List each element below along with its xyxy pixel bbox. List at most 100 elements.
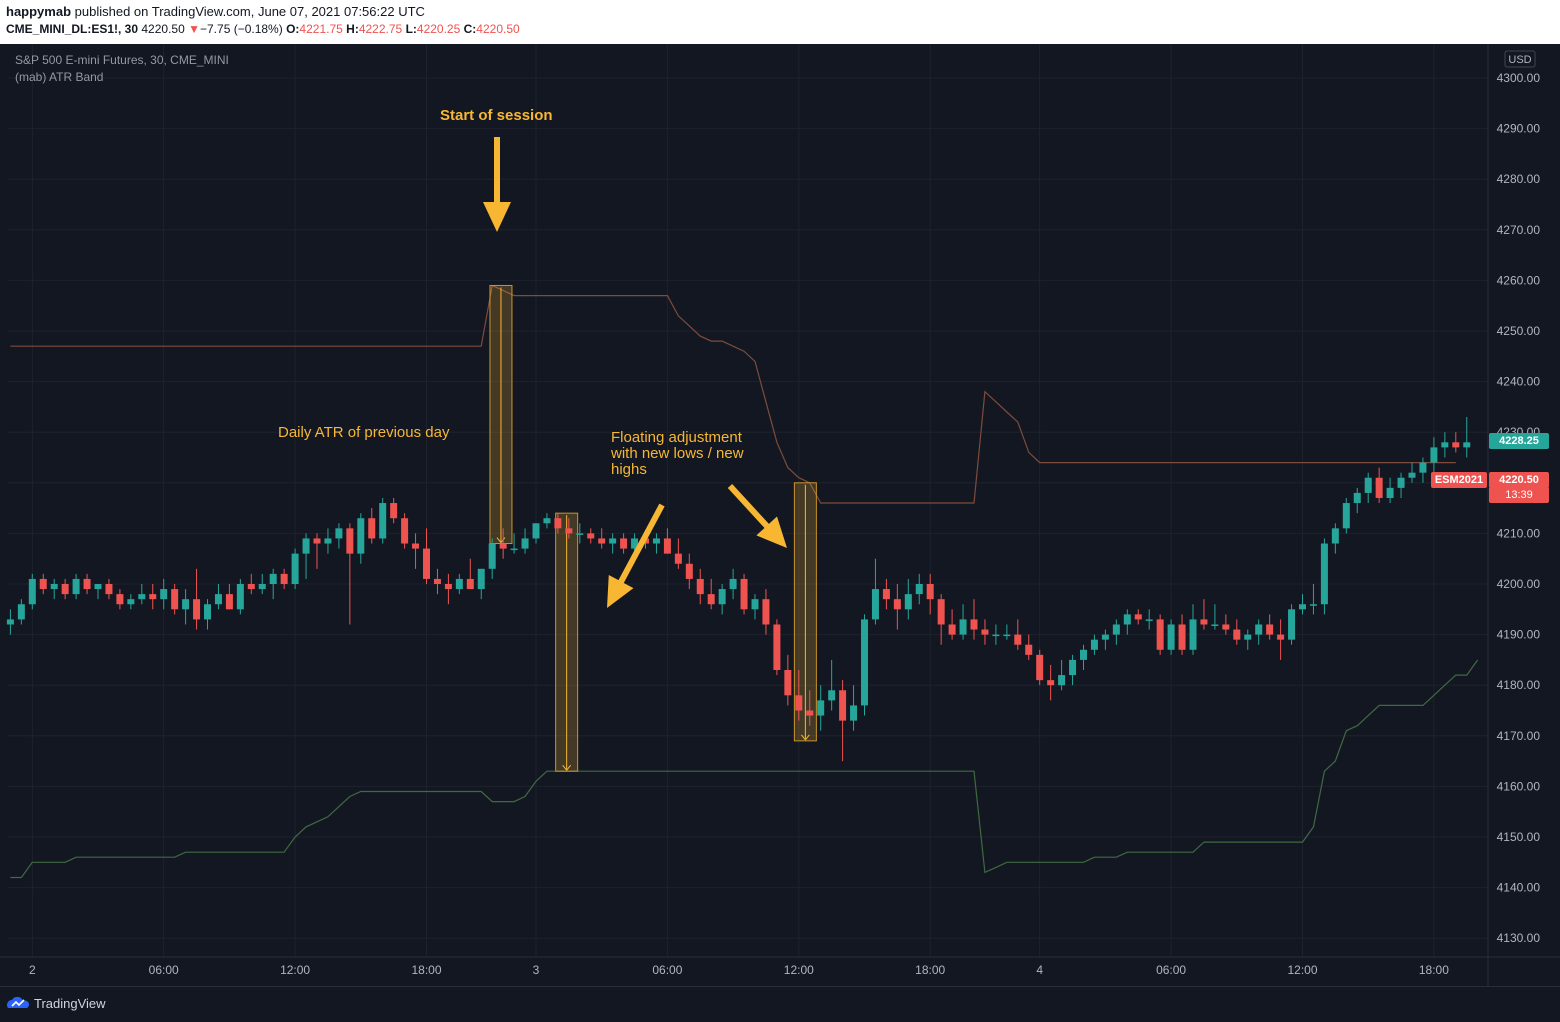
publish-header: happymab published on TradingView.com, J… [0, 0, 1560, 44]
candle-body [1156, 619, 1164, 650]
currency-box[interactable] [1504, 50, 1536, 68]
candle-body [893, 599, 901, 610]
candle-body [806, 710, 814, 716]
candle-body [1353, 492, 1361, 504]
candle-body [225, 594, 233, 610]
time-tick-label: 06:00 [652, 963, 682, 977]
candle-body [663, 538, 671, 554]
candle-body [28, 578, 36, 605]
price-tick-label: 4190.00 [1497, 628, 1541, 642]
candle-body [1430, 447, 1438, 463]
candle-body [882, 589, 890, 600]
candle-body [784, 670, 792, 696]
candle-body [598, 538, 606, 544]
publisher-name[interactable]: happymab [6, 4, 72, 19]
candle-body [116, 594, 124, 605]
candle-body [335, 528, 343, 539]
tradingview-brand[interactable]: TradingView [34, 996, 106, 1011]
change-value: −7.75 (−0.18%) [200, 22, 283, 36]
candle-body [1233, 629, 1241, 640]
candle-body [291, 553, 299, 584]
close-price-tag: 4220.50 [1489, 472, 1549, 488]
candle-body [313, 538, 321, 544]
indicator-title[interactable]: (mab) ATR Band [15, 70, 104, 84]
candle-body [685, 563, 693, 579]
time-tick-label: 18:00 [411, 963, 441, 977]
price-tick-label: 4140.00 [1497, 881, 1541, 895]
open-value: 4221.75 [299, 22, 343, 36]
candle-body [1090, 639, 1098, 650]
candle-body [302, 538, 310, 554]
candle-body [828, 690, 836, 701]
candle-body [861, 619, 868, 706]
candle-body [937, 599, 945, 625]
candle-body [455, 578, 463, 590]
time-axis[interactable]: 2 06:00 12:00 18:00 3 06:00 12:00 18:00 4 06:00 12… [29, 963, 1449, 977]
price-axis[interactable]: 4300.00 4290.00 4280.00 4270.00 4260.00 4250.… [1497, 71, 1541, 945]
atr-bands [10, 284, 1479, 879]
candle-body [105, 584, 113, 595]
candle-body [1134, 614, 1142, 620]
low-value: 4220.25 [416, 22, 461, 36]
series-title[interactable]: S&P 500 E-mini Futures, 30, CME_MINI [15, 53, 229, 67]
symbol-label: CME_MINI_DL:ES1!, 30 [6, 22, 139, 36]
candle-body [773, 624, 781, 671]
close-label: C: [463, 22, 477, 36]
price-chart[interactable]: 4300.00 4290.00 4280.00 4270.00 4260.00 4250.… [0, 44, 1560, 986]
candle-body [1222, 624, 1230, 630]
candle-body [1189, 619, 1197, 650]
candle-body [269, 573, 277, 584]
candle-body [1145, 619, 1153, 621]
candle-body [992, 634, 1000, 637]
candle-body [1200, 619, 1208, 625]
close-value: 4220.50 [476, 22, 520, 36]
candle-body [795, 695, 803, 711]
candle-body [1452, 442, 1460, 448]
candle-body [204, 604, 211, 620]
candle-body [390, 503, 398, 519]
candle-body [762, 599, 770, 625]
candle-body [280, 573, 288, 584]
candle-body [499, 543, 507, 549]
candle-body [1167, 624, 1175, 650]
time-tick-label: 3 [533, 963, 540, 977]
candle-body [751, 599, 759, 610]
publish-line: happymab published on TradingView.com, J… [6, 4, 425, 19]
candle-body [346, 528, 354, 554]
candle-body [214, 594, 222, 605]
candle-body [1441, 442, 1449, 448]
candle-body [171, 589, 179, 610]
price-tick-label: 4300.00 [1497, 71, 1541, 85]
candle-body [850, 705, 858, 721]
candle-body [652, 538, 660, 544]
candle-body [401, 518, 409, 544]
candle-body [423, 548, 430, 579]
candle-body [1211, 624, 1219, 626]
tradingview-logo-icon [6, 996, 30, 1008]
candle-body [543, 518, 551, 524]
time-tick-label: 12:00 [784, 963, 814, 977]
candle-body [521, 538, 529, 549]
candle-body [1419, 462, 1427, 473]
time-tick-label: 2 [29, 963, 36, 977]
candle-body [740, 578, 748, 610]
candle-body [50, 584, 58, 590]
upper-atr-band-line [10, 284, 1456, 504]
candle-body [620, 538, 628, 549]
candle-body [1309, 604, 1317, 606]
candle-body [193, 599, 201, 620]
candle-body [72, 578, 80, 595]
price-tick-label: 4280.00 [1497, 172, 1541, 186]
open-label: O: [286, 22, 300, 36]
candle-body [1288, 609, 1296, 640]
candle-body [970, 619, 978, 630]
last-price: 4220.50 [141, 22, 185, 36]
candle-body [871, 589, 879, 620]
time-tick-label: 18:00 [1419, 963, 1449, 977]
low-label: L: [405, 22, 417, 36]
candle-body [6, 619, 14, 625]
price-tick-label: 4160.00 [1497, 779, 1541, 793]
candle-body [149, 594, 157, 600]
candle-body [718, 589, 726, 605]
candle-body [1408, 472, 1416, 478]
